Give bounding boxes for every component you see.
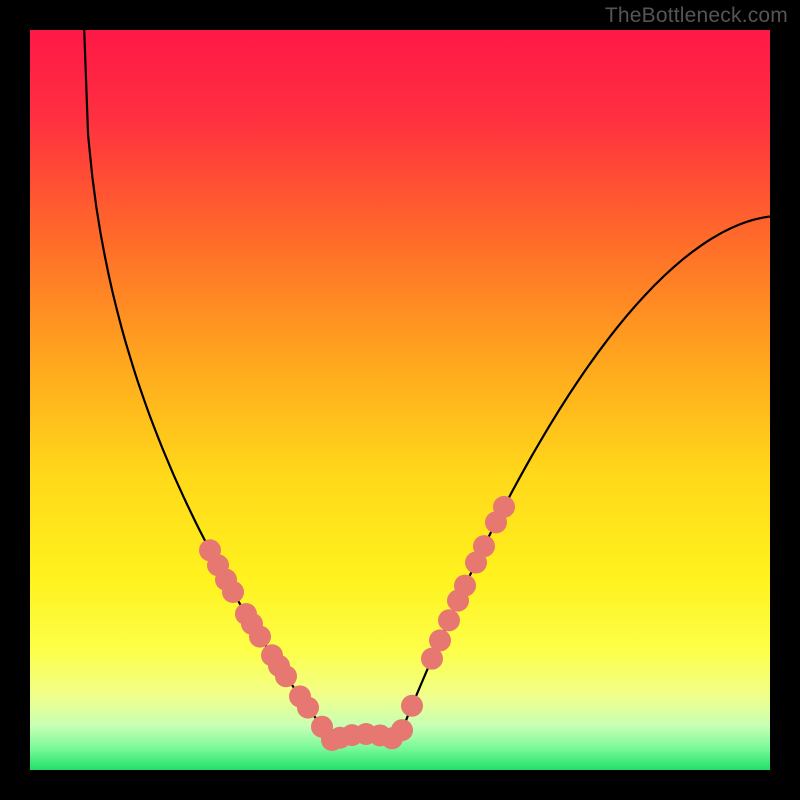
curve-dot	[297, 697, 319, 719]
curve-dot	[429, 629, 451, 651]
curve-dot	[249, 626, 271, 648]
curve-dot	[473, 535, 495, 557]
curve-dot	[493, 496, 515, 518]
curve-dot	[401, 695, 423, 717]
chart-stage: TheBottleneck.com	[0, 0, 800, 800]
curve-dot	[454, 575, 476, 597]
plot-background	[30, 30, 770, 770]
watermark-text: TheBottleneck.com	[605, 4, 788, 28]
curve-dot	[275, 665, 297, 687]
curve-dot	[222, 581, 244, 603]
curve-dot	[391, 719, 413, 741]
chart-svg	[0, 0, 800, 800]
curve-dot	[438, 609, 460, 631]
